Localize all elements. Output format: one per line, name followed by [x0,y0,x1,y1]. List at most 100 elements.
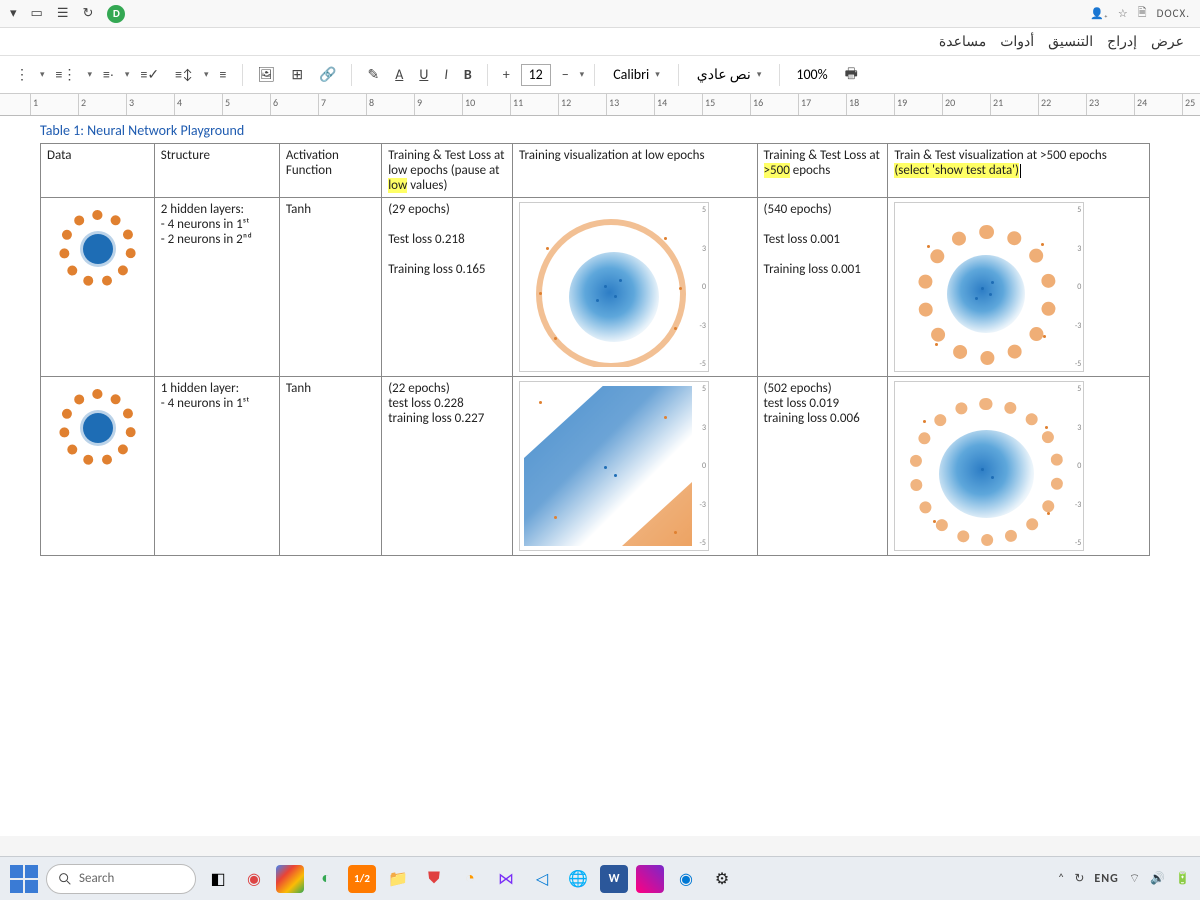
task-view-icon[interactable]: ◧ [204,865,232,893]
menu-view[interactable]: عرض [1151,33,1184,50]
taskbar-app-icon[interactable]: ⚙ [708,865,736,893]
menu-insert[interactable]: إدراج [1107,33,1137,50]
training-vis-high: 530-3-5 [894,381,1084,551]
battery-icon[interactable]: 🔋 [1175,871,1190,886]
insert-icon[interactable]: ⊞ [286,64,308,85]
table-row: 1 hidden layer: - 4 neurons in 1ˢᵗ Tanh … [41,377,1150,556]
align-list2-icon[interactable]: ≡∙ [98,64,119,85]
taskbar-app-icon[interactable] [636,865,664,893]
highlight-500: >500 [764,163,790,178]
link-icon[interactable]: 🔗 [314,64,341,85]
table-row: 2 hidden layers: - 4 neurons in 1ˢᵗ - 2 … [41,198,1150,377]
volume-icon[interactable]: 🔊 [1150,871,1165,886]
train-low-cell: (22 epochs) test loss 0.228 training los… [382,377,513,556]
list-icon[interactable]: ☰ [57,6,69,21]
taskbar-app-icon[interactable]: 1/2 [348,865,376,893]
document-area[interactable]: Table 1: Neural Network Playground Data … [0,116,1200,836]
star-icon[interactable]: ☆ [1118,7,1128,20]
checklist-icon[interactable]: ≡✓ [135,64,164,85]
taskbar-app-icon[interactable]: 📁 [384,865,412,893]
refresh-icon[interactable]: ↻ [82,6,93,21]
system-tray: ˄ ↻ ENG ⌔ 🔊 🔋 [1058,871,1190,886]
italic-button[interactable]: I [439,64,453,85]
vis-high-cell: 530-3-5 [888,377,1150,556]
font-size-increase[interactable]: + [498,64,515,85]
col-vis-low: Training visualization at low epochs [513,144,758,198]
line-spacing-icon[interactable]: ≡↕ [170,64,198,85]
col-structure: Structure [154,144,279,198]
neural-network-table: Data Structure Activation Function Train… [40,143,1150,556]
search-placeholder: Search [79,871,114,886]
menu-format[interactable]: التنسيق [1048,33,1093,50]
taskbar-app-icon[interactable]: 🌐 [564,865,592,893]
wifi-icon[interactable]: ⌔ [1129,871,1140,886]
font-color-button[interactable]: A [390,64,408,85]
add-person-icon[interactable]: 👤₊ [1090,7,1108,20]
col-vis-high: Train & Test visualization at >500 epoch… [888,144,1150,198]
title-icon-row: ▾ ▭ ☰ ↻ D 👤₊ ☆ 🗎 DOCX. [0,0,1200,28]
dataset-thumbnail [55,206,140,291]
drive-icon[interactable]: D [107,5,125,23]
taskbar-app-icon[interactable]: ◉ [672,865,700,893]
start-button[interactable] [10,865,38,893]
dataset-thumbnail [55,385,140,470]
menu-help[interactable]: مساعدة [939,33,986,50]
text-style-select[interactable]: نص عادي▾ [689,64,770,85]
horizontal-ruler[interactable]: 1234567891011121314151617181920212223242… [0,94,1200,116]
font-size-input[interactable]: 12 [521,64,551,86]
vis-high-cell: 530-3-5 [888,198,1150,377]
data-cell [41,198,155,377]
font-name-select[interactable]: Calibri▾ [605,64,668,85]
menu-tools[interactable]: أدوات [1000,33,1034,50]
taskbar-app-icon[interactable] [276,865,304,893]
taskbar-app-icon[interactable]: ◐ [312,865,340,893]
print-icon[interactable]: 🖶 [840,61,863,89]
taskbar-app-icon[interactable]: ◉ [240,865,268,893]
taskbar-app-icon[interactable]: ◔ [456,865,484,893]
window-icon[interactable]: ▭ [31,6,43,21]
table-caption: Table 1: Neural Network Playground [40,122,1190,139]
align-icon[interactable]: ≡ [215,64,232,85]
tray-chevron-icon[interactable]: ˄ [1058,872,1064,886]
font-size-decrease[interactable]: − [557,64,574,85]
language-indicator[interactable]: ENG [1094,872,1118,886]
train-high-cell: (540 epochs) Test loss 0.001 Training lo… [757,198,888,377]
col-data: Data [41,144,155,198]
taskbar-app-icon[interactable]: W [600,865,628,893]
col-activation: Activation Function [279,144,381,198]
vis-low-cell: 530-3-5 [513,377,758,556]
highlight-low: low [388,178,407,193]
bold-button[interactable]: B [459,64,477,85]
search-icon [57,871,73,887]
pen-icon[interactable]: ✎ [362,64,384,85]
windows-taskbar: Search ◧ ◉ ◐ 1/2 📁 ⛊ ◔ ⋈ ◁ 🌐 W ◉ ⚙ ˄ ↻ E… [0,856,1200,900]
training-vis-low: 530-3-5 [519,202,709,372]
taskbar-app-icon[interactable]: ⋈ [492,865,520,893]
training-vis-high: 530-3-5 [894,202,1084,372]
structure-cell: 1 hidden layer: - 4 neurons in 1ˢᵗ [154,377,279,556]
vis-low-cell: 530-3-5 [513,198,758,377]
data-cell [41,377,155,556]
align-list1-icon[interactable]: ≡⋮ [51,64,82,85]
underline-button[interactable]: U [414,64,433,85]
tray-sync-icon[interactable]: ↻ [1074,871,1084,886]
taskbar-app-icon[interactable]: ◁ [528,865,556,893]
zoom-level[interactable]: 100% [790,66,833,83]
highlight-showtest: (select 'show test data') [894,163,1019,178]
dropdown-icon[interactable]: ▾ [10,6,17,21]
col-train-high: Training & Test Loss at >500 epochs [757,144,888,198]
structure-cell: 2 hidden layers: - 4 neurons in 1ˢᵗ - 2 … [154,198,279,377]
train-low-cell: (29 epochs) Test loss 0.218 Training los… [382,198,513,377]
training-vis-low: 530-3-5 [519,381,709,551]
menu-bar: مساعدة أدوات التنسيق إدراج عرض [0,28,1200,56]
taskbar-app-icon[interactable]: ⛊ [420,865,448,893]
app-label: DOCX. [1157,7,1190,20]
col-train-low: Training & Test Loss at low epochs (paus… [382,144,513,198]
image-icon[interactable]: 🖼 [253,64,281,85]
doc-icon[interactable]: 🗎 [1138,4,1147,23]
train-high-cell: (502 epochs) test loss 0.019 training lo… [757,377,888,556]
table-header-row: Data Structure Activation Function Train… [41,144,1150,198]
formatting-toolbar: ⋮▾ ≡⋮▾ ≡∙▾ ≡✓ ≡↕▾ ≡ 🖼 ⊞ 🔗 ✎ A U I B + 12… [0,56,1200,94]
more-icon[interactable]: ⋮ [10,64,34,85]
taskbar-search[interactable]: Search [46,864,196,894]
